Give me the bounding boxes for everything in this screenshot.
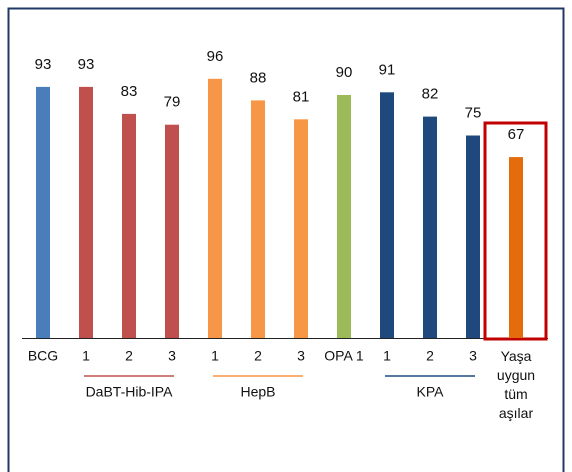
bar bbox=[251, 100, 265, 339]
value-label: 79 bbox=[164, 94, 181, 111]
category-label: 1 bbox=[383, 348, 391, 364]
value-label: 91 bbox=[379, 61, 396, 78]
bar bbox=[79, 86, 93, 339]
bar bbox=[208, 78, 222, 339]
group-label: DaBT-Hib-IPA bbox=[86, 384, 174, 400]
value-label: 88 bbox=[250, 69, 267, 86]
category-label: BCG bbox=[28, 348, 58, 364]
bar bbox=[165, 124, 179, 338]
category-label: 1 bbox=[82, 348, 90, 364]
value-label: 67 bbox=[508, 126, 525, 143]
category-label: 2 bbox=[125, 348, 133, 364]
value-label: 81 bbox=[293, 88, 310, 105]
group-label: HepB bbox=[240, 384, 275, 400]
category-label: 3 bbox=[469, 348, 477, 364]
bar bbox=[423, 116, 437, 338]
group-label: KPA bbox=[417, 384, 445, 400]
value-label: 93 bbox=[78, 56, 95, 73]
bar bbox=[36, 86, 50, 339]
category-label: 2 bbox=[254, 348, 262, 364]
value-label: 93 bbox=[35, 56, 52, 73]
bar bbox=[380, 92, 394, 338]
value-label: 82 bbox=[422, 86, 439, 103]
category-label: Yaşa uygun tüm aşılar bbox=[496, 348, 536, 421]
highlight-box bbox=[483, 121, 548, 341]
bar bbox=[294, 119, 308, 338]
bar bbox=[509, 157, 523, 338]
value-label: 83 bbox=[121, 83, 138, 100]
category-label: 3 bbox=[168, 348, 176, 364]
bar bbox=[122, 113, 136, 339]
category-label: 2 bbox=[426, 348, 434, 364]
category-label: OPA 1 bbox=[324, 348, 364, 364]
bar bbox=[466, 135, 480, 338]
value-label: 75 bbox=[465, 104, 482, 121]
value-label: 90 bbox=[336, 64, 353, 81]
frame bbox=[7, 7, 565, 472]
bar bbox=[337, 95, 351, 338]
value-label: 96 bbox=[207, 48, 224, 65]
category-label: 1 bbox=[211, 348, 219, 364]
category-label: 3 bbox=[297, 348, 305, 364]
